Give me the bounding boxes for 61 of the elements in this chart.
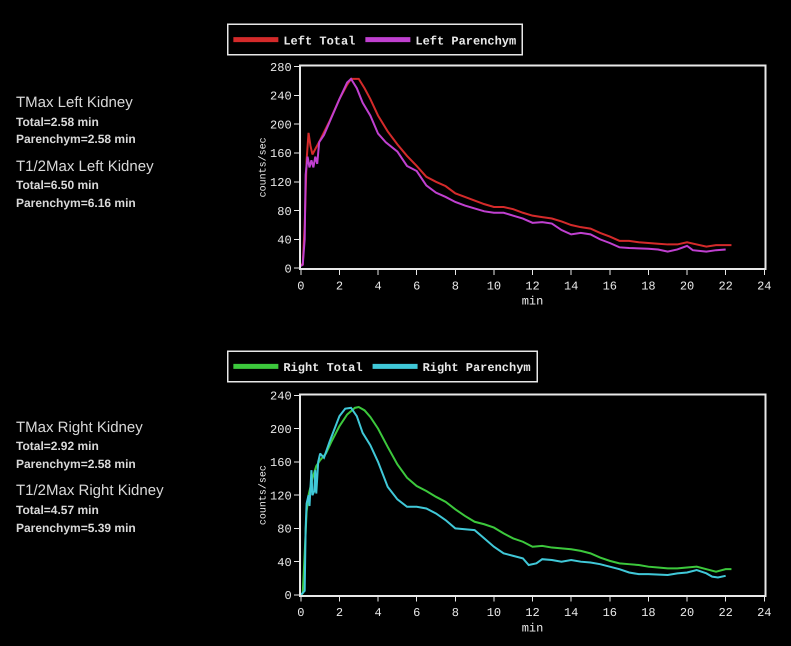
x-tick-label: 14: [564, 606, 578, 620]
y-tick-label: 240: [270, 390, 292, 404]
x-tick-label: 6: [413, 279, 420, 294]
x-tick-label: 6: [413, 606, 420, 620]
text: TMax Right Kidney: [16, 419, 144, 436]
y-tick-label: 120: [270, 489, 292, 504]
legend-label: Right Total: [283, 361, 363, 376]
x-tick-label: 16: [602, 606, 617, 620]
x-tick-label: 8: [452, 279, 459, 294]
x-tick-label: 8: [452, 606, 459, 620]
x-tick-label: 4: [374, 279, 382, 294]
x-axis-title: min: [522, 622, 544, 636]
x-tick-label: 0: [297, 279, 304, 294]
y-axis-title: counts/sec: [258, 137, 270, 198]
text: Total=4.57 min: [16, 503, 99, 517]
legend-label: Left Total: [283, 34, 356, 48]
x-tick-label: 20: [680, 279, 694, 294]
y-tick-label: 0: [284, 589, 292, 604]
legend-label: Right Parenchym: [422, 361, 531, 376]
text: Total=2.92 min: [16, 439, 99, 453]
text: T1/2Max Left Kidney: [16, 158, 154, 175]
y-tick-label: 120: [270, 176, 292, 190]
y-tick-label: 200: [270, 118, 292, 132]
text: Parenchym=2.58 min: [16, 457, 136, 471]
y-tick-label: 160: [270, 456, 292, 470]
text: Parenchym=5.39 min: [16, 521, 136, 535]
y-tick-label: 40: [277, 556, 292, 570]
legend-label: Left Parenchym: [415, 34, 516, 48]
y-axis-title: counts/sec: [258, 465, 270, 526]
x-tick-label: 10: [486, 606, 502, 620]
text: Total=6.50 min: [16, 178, 99, 192]
text: Parenchym=2.58 min: [16, 132, 136, 146]
y-tick-label: 80: [277, 204, 292, 219]
x-tick-label: 18: [641, 606, 656, 620]
x-tick-label: 4: [374, 606, 382, 620]
x-tick-label: 22: [718, 279, 733, 294]
x-tick-label: 14: [564, 279, 578, 294]
text: Parenchym=6.16 min: [16, 196, 136, 210]
x-tick-label: 2: [336, 606, 344, 620]
x-tick-label: 0: [297, 606, 304, 620]
x-tick-label: 12: [525, 606, 540, 620]
text: Total=2.58 min: [16, 115, 99, 129]
x-axis-title: min: [522, 294, 544, 309]
y-tick-label: 0: [284, 262, 292, 276]
x-tick-label: 18: [641, 279, 656, 294]
text: T1/2Max Right Kidney: [16, 482, 164, 499]
y-tick-label: 160: [270, 147, 292, 162]
text: TMax Left Kidney: [16, 94, 134, 111]
x-tick-label: 20: [680, 606, 694, 620]
y-tick-label: 40: [277, 234, 292, 248]
x-tick-label: 12: [525, 279, 540, 294]
x-tick-label: 16: [602, 279, 617, 294]
x-tick-label: 24: [757, 606, 772, 620]
y-tick-label: 200: [270, 422, 292, 437]
y-tick-label: 280: [270, 60, 292, 75]
y-tick-label: 240: [270, 90, 292, 104]
x-tick-label: 2: [336, 279, 344, 294]
x-tick-label: 22: [718, 606, 733, 620]
y-tick-label: 80: [277, 522, 292, 537]
x-tick-label: 10: [486, 279, 502, 294]
x-tick-label: 24: [757, 279, 772, 294]
